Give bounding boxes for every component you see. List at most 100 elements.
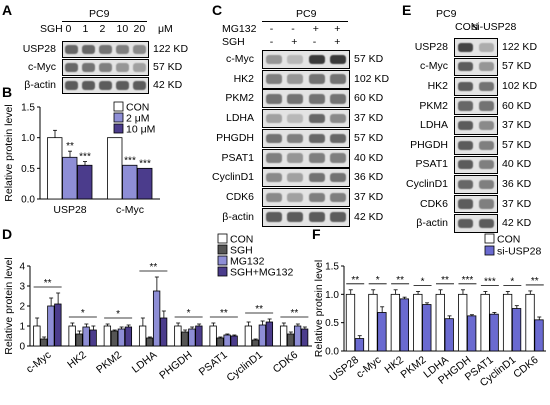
blot-strip [262,148,350,168]
blot-band [82,63,95,72]
blot-band [457,219,474,229]
blot-size-label: 57 KD [502,60,532,73]
blot-band [457,101,474,111]
dose-label: 2 [99,23,106,35]
blot-size-label: 102 KD [354,72,390,85]
legend-swatch [217,266,228,277]
bar-sgh-mg132 [159,317,168,347]
legend-label: si-USP28 [497,246,542,258]
blot-strip [262,128,350,148]
treatment-mark: - [269,23,274,35]
bar-si-usp28 [377,312,387,352]
bar-sgh [75,333,83,347]
blot-strip [454,155,498,175]
blot-band [287,172,304,183]
blot-strip [454,96,498,116]
blot-row-label: PKM2 [419,99,448,112]
lane-label: CON [455,21,479,33]
blot-band [116,45,129,54]
bar-con [174,325,182,347]
bar-sgh [216,337,224,347]
y-tick-label: 2 [19,302,25,313]
blot-strip [454,214,498,233]
blot-row-label: CDK6 [419,197,448,210]
significance-mark: * [376,275,380,286]
y-tick-label: 1.0 [21,133,35,144]
significance-mark: ** [396,275,404,286]
blot-size-label: 37 KD [502,119,532,132]
blot-band [265,74,282,84]
treatment-label: SGH [222,36,245,48]
blot-band [82,45,95,54]
legend-label: 2 μM [126,113,150,125]
legend-swatch [484,233,495,244]
y-tick-label: 0 [19,342,25,353]
dose-label: 1 [82,23,89,35]
blot-row-label: USP28 [22,43,56,55]
bar-mg132 [152,290,161,347]
significance-mark: * [421,277,425,288]
blot-size-label: 42 KD [153,79,183,91]
blot-size-label: 57 KD [502,138,532,151]
bar-mg132 [117,328,126,347]
blot-band [265,54,282,65]
blot-row-label: HK2 [233,72,254,85]
blot-band [330,172,347,183]
bar-sgh-mg132 [89,329,97,347]
blot-band [65,63,78,72]
legend-swatch [113,112,124,123]
bar-sgh-mg132 [124,326,133,347]
x-tick-label: c-Myc [116,204,144,215]
blot-band [265,133,282,144]
blot-row-label: LDHA [419,119,448,132]
blot-strip [262,207,350,227]
cell-line-underline [262,21,348,22]
significance-mark: ** [531,276,539,287]
treatment-label: MG132 [222,23,257,35]
blot-band [457,62,474,72]
dose-label: 0 [65,23,72,35]
bar-2-m [62,156,78,200]
blot-band [287,212,304,222]
bar-si-usp28 [511,308,522,352]
treatment-mark: - [312,36,317,48]
x-tick-label: CyclinD1 [224,349,265,384]
bar-con [413,293,423,352]
blot-band [457,199,474,209]
blot-band [265,153,282,163]
blot-row-label: PHGDH [216,131,254,144]
y-tick-label: 4 [19,262,25,273]
blot-row-label: LDHA [225,112,254,125]
blot-band [457,121,474,131]
x-tick-label: c-Myc [354,354,383,381]
bar-sgh-mg132 [195,325,203,347]
bar-si-usp28 [422,304,432,352]
blot-strip [454,38,498,57]
cell-line-underline [62,21,147,22]
blot-band [330,74,347,84]
significance-mark: *** [124,155,136,166]
bar-con [390,293,401,352]
significance-mark: *** [79,152,91,163]
blot-strip [262,109,350,129]
blot-band [478,121,495,131]
blot-row-label: β-actin [416,217,448,230]
blot-band [265,94,282,104]
blot-strip [454,194,498,214]
bar-sgh [40,338,48,347]
blot-row-label: β-actin [24,79,56,91]
blot-row-label: CyclinD1 [211,171,254,184]
y-tick-label: 3 [19,282,25,293]
legend-swatch [217,244,228,255]
blot-strip [62,41,149,58]
blot-size-label: 60 KD [502,99,532,112]
blot-band [287,133,304,144]
x-tick-label: PKM2 [398,354,428,381]
blot-row-label: c-Myc [226,53,254,65]
significance-mark: * [81,308,85,319]
blot-row-label: CyclinD1 [405,177,448,190]
blot-band [308,212,325,222]
blot-strip [62,77,149,94]
blot-band [478,81,495,92]
legend-label: CON [230,234,253,246]
